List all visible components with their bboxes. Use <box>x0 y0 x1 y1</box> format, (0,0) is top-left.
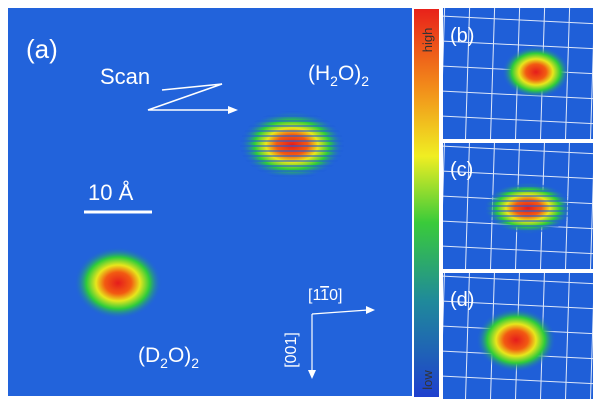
panel-d <box>420 255 595 401</box>
d2o-label: (D2O)2 <box>138 344 199 371</box>
panel-label: (c) <box>450 159 473 181</box>
scan-label: Scan <box>100 64 150 89</box>
panel-label: (a) <box>26 34 58 64</box>
dir-x-label: [110] <box>308 287 342 304</box>
figure: (a) Scan (H2O)2 10 Å (D2O)2 [110] [001] … <box>0 0 595 401</box>
d2o-blob <box>74 247 162 319</box>
colorbar-low: low <box>420 370 435 390</box>
colorbar: high low <box>413 8 440 398</box>
panel-b <box>420 0 595 155</box>
panel-a: (a) Scan (H2O)2 10 Å (D2O)2 [110] [001] <box>8 8 412 396</box>
dir-y-label: [001] <box>283 332 300 368</box>
panel-label: (b) <box>450 25 474 47</box>
h2o-label: (H2O)2 <box>308 62 369 89</box>
panel-label: (d) <box>450 289 474 311</box>
colorbar-high: high <box>420 28 435 53</box>
panel-c <box>420 125 595 285</box>
scale-label: 10 Å <box>88 180 134 205</box>
